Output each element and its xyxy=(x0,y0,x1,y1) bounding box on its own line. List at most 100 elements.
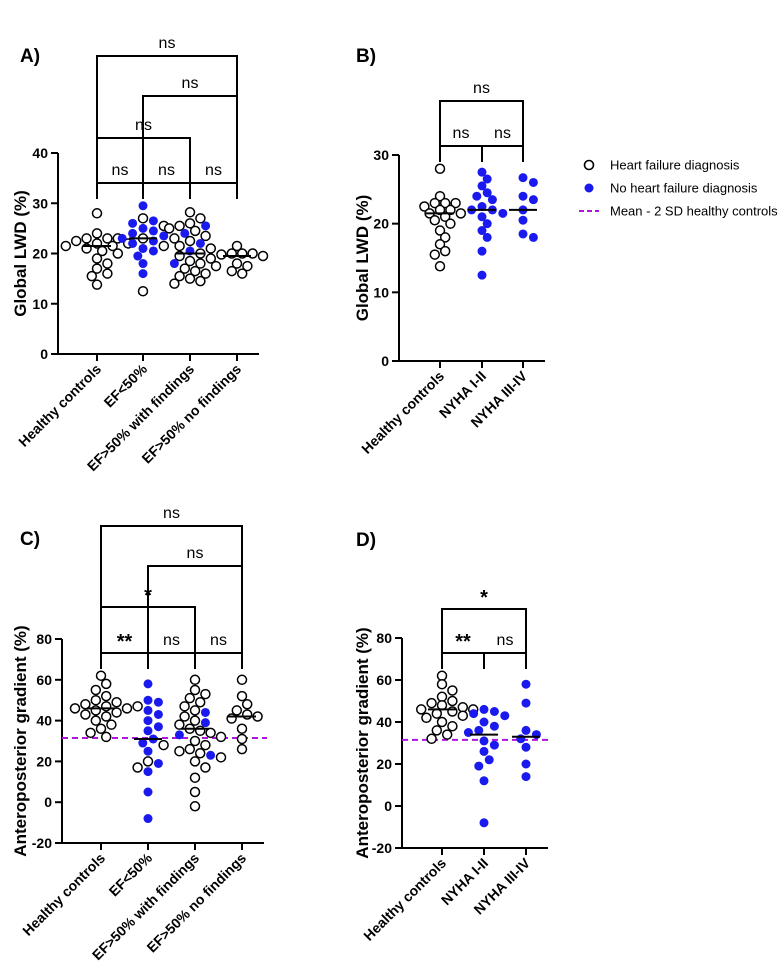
significance-label: ns xyxy=(182,75,199,92)
data-point xyxy=(153,758,163,768)
data-point xyxy=(447,720,458,732)
data-point xyxy=(436,678,448,690)
data-point xyxy=(137,213,149,224)
data-point xyxy=(128,228,138,238)
data-point xyxy=(206,750,216,760)
data-point xyxy=(436,716,448,728)
significance-label: ns xyxy=(473,80,490,97)
data-point xyxy=(143,814,153,824)
data-point xyxy=(477,246,487,256)
data-point xyxy=(100,678,112,690)
data-point xyxy=(487,195,497,205)
significance-label: ns xyxy=(205,162,222,179)
data-point xyxy=(434,190,446,202)
data-point xyxy=(528,195,538,205)
significance-bracket xyxy=(483,652,527,669)
data-point xyxy=(472,191,482,201)
significance-bracket xyxy=(100,652,149,669)
data-point xyxy=(439,197,451,209)
data-point xyxy=(91,279,103,290)
y-tick-label: 40 xyxy=(36,713,52,729)
data-point xyxy=(528,177,538,187)
category-label: Healthy controls xyxy=(360,855,449,944)
data-point xyxy=(91,228,103,239)
significance-label: ** xyxy=(455,631,471,653)
data-point xyxy=(179,701,190,712)
data-point xyxy=(479,717,489,727)
data-point xyxy=(205,727,216,739)
data-point xyxy=(431,708,443,719)
data-point xyxy=(143,695,153,705)
data-point xyxy=(169,233,180,244)
data-point xyxy=(138,243,148,253)
data-point xyxy=(159,231,169,241)
panel-label: A) xyxy=(20,46,40,67)
data-point xyxy=(434,260,446,272)
data-point xyxy=(189,265,201,277)
data-point xyxy=(128,218,138,228)
data-point xyxy=(521,698,531,708)
significance-bracket xyxy=(189,182,238,199)
data-point xyxy=(195,258,206,269)
data-point xyxy=(158,240,170,252)
data-point xyxy=(439,245,451,257)
data-point xyxy=(521,725,531,735)
y-tick-label: 30 xyxy=(373,147,389,163)
data-point xyxy=(489,707,499,716)
data-point xyxy=(489,740,499,750)
panel-label: C) xyxy=(20,529,40,550)
data-point xyxy=(236,733,248,745)
y-tick-label: 0 xyxy=(381,353,389,369)
legend-open-circle-icon xyxy=(583,159,595,171)
data-point xyxy=(447,706,458,717)
significance-bracket xyxy=(96,182,144,199)
panel-label: D) xyxy=(356,530,376,551)
data-point xyxy=(426,697,437,709)
data-point xyxy=(531,730,541,740)
category-label: Healthy controls xyxy=(19,850,108,939)
data-point xyxy=(200,762,211,773)
data-point xyxy=(100,690,112,702)
data-point xyxy=(439,232,451,243)
data-point xyxy=(174,719,185,730)
data-point xyxy=(111,696,122,708)
data-point xyxy=(132,762,143,773)
data-point xyxy=(484,755,494,765)
data-point xyxy=(521,772,531,782)
data-point xyxy=(138,738,148,748)
data-point xyxy=(241,699,253,710)
significance-label: ns xyxy=(187,545,204,562)
data-point xyxy=(434,163,446,174)
data-point xyxy=(231,705,243,716)
y-tick-label: 0 xyxy=(44,794,52,810)
data-point xyxy=(489,721,499,731)
panel-d: D) Anteroposterior gradient (%) -20 0 20 40 60… xyxy=(353,530,551,944)
data-point xyxy=(445,204,456,216)
data-point xyxy=(138,223,148,233)
data-point xyxy=(477,202,487,211)
data-point xyxy=(231,240,243,252)
data-point xyxy=(148,246,158,256)
data-point xyxy=(158,739,169,751)
y-tick-label: 40 xyxy=(376,714,392,730)
data-point xyxy=(477,212,487,222)
data-point xyxy=(205,253,217,264)
data-point xyxy=(100,711,112,722)
data-point xyxy=(148,226,158,236)
data-point xyxy=(91,208,103,219)
significance-label: ns xyxy=(159,35,176,52)
data-point xyxy=(184,743,196,755)
data-point xyxy=(231,258,243,269)
data-point xyxy=(80,699,91,710)
significance-label: ns xyxy=(112,162,129,179)
data-point xyxy=(169,259,179,269)
legend-label-heart-failure: Heart failure diagnosis xyxy=(610,158,740,173)
data-point xyxy=(479,776,489,786)
data-point xyxy=(200,707,210,717)
data-point xyxy=(205,243,217,254)
data-point xyxy=(241,709,253,720)
data-point xyxy=(179,711,190,722)
data-point xyxy=(521,679,531,689)
data-point xyxy=(236,690,248,702)
y-axis-label: Global LWD (%) xyxy=(353,195,372,322)
